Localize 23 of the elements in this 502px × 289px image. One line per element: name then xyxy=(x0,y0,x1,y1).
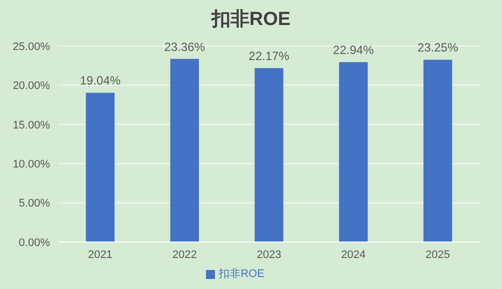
y-tick-label: 5.00% xyxy=(18,198,50,210)
x-tick-label: 2021 xyxy=(88,248,112,261)
x-tick-label: 2022 xyxy=(172,248,197,261)
y-tick-label: 15.00% xyxy=(12,119,50,132)
data-label: 22.94% xyxy=(333,43,374,58)
x-tick-label: 2025 xyxy=(426,248,450,261)
data-label: 23.25% xyxy=(417,40,458,55)
chart-title: 扣非ROE xyxy=(210,8,292,32)
x-tick-label: 2023 xyxy=(256,248,282,261)
y-tick-label: 10.00% xyxy=(12,158,50,171)
legend-label: 扣非ROE xyxy=(218,268,264,280)
bar xyxy=(339,62,368,242)
data-label: 22.17% xyxy=(248,49,290,64)
bar xyxy=(170,58,199,242)
data-label: 19.04% xyxy=(80,74,121,88)
y-tick-label: 25.00% xyxy=(12,40,50,53)
data-label: 23.36% xyxy=(164,40,206,54)
x-tick-label: 2024 xyxy=(341,248,366,261)
bar xyxy=(254,68,284,242)
y-tick-label: 20.00% xyxy=(12,80,50,92)
bar xyxy=(423,60,452,242)
bar xyxy=(86,92,115,242)
y-tick-label: 0.00% xyxy=(18,236,50,249)
